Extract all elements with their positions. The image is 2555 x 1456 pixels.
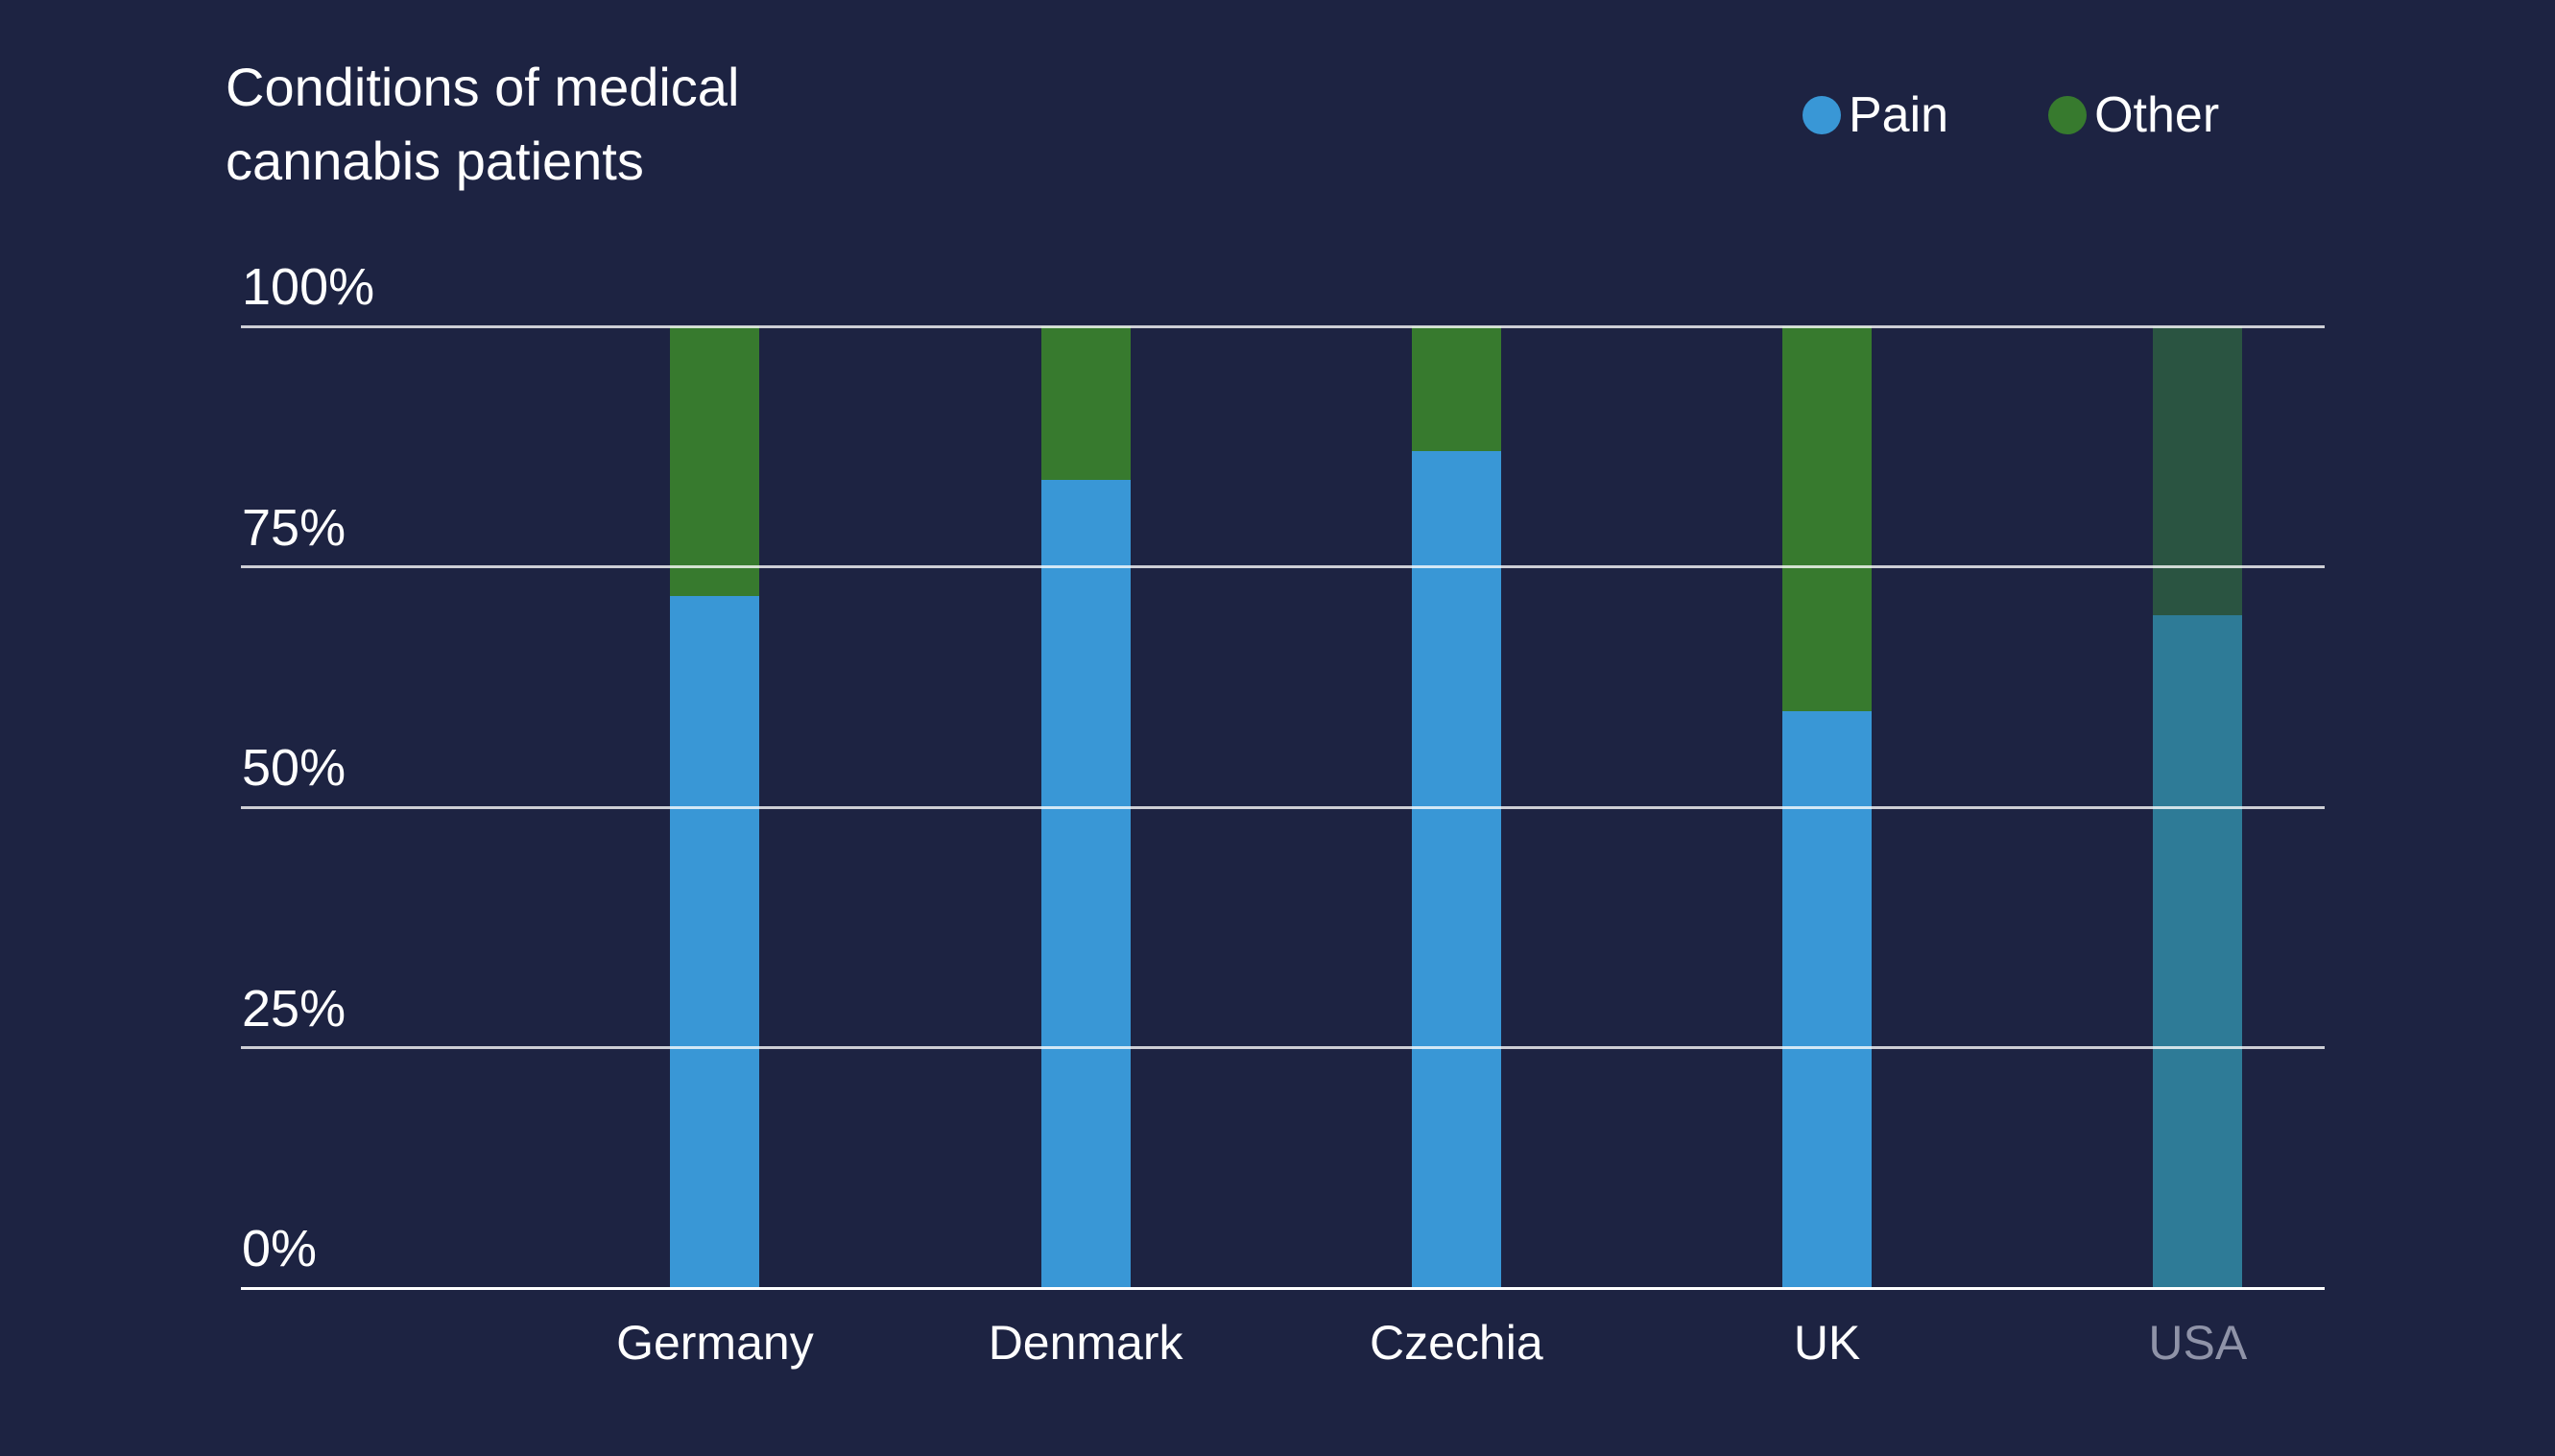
y-tick-label-75: 75% [242,498,346,557]
bar-czechia [1411,326,1501,1288]
x-label-uk: UK [1793,1316,1861,1370]
legend-swatch-pain-icon [1803,96,1841,134]
gridline-50 [241,805,2325,809]
x-label-denmark: Denmark [988,1316,1183,1370]
bar-segment-pain-germany[interactable] [670,595,760,1288]
legend: Pain Other [1803,86,2219,144]
legend-item-pain[interactable]: Pain [1803,86,1948,144]
bar-segment-other-uk[interactable] [1782,326,1873,711]
gridline-0 [241,1286,2325,1290]
bar-segment-other-germany[interactable] [670,326,760,596]
legend-swatch-other-icon [2048,96,2088,134]
bar-denmark [1040,326,1131,1288]
bar-segment-other-usa[interactable] [2153,326,2243,615]
x-axis-labels: Germany Denmark Czechia UK USA [241,1315,2325,1392]
gridline-75 [241,565,2325,568]
y-tick-label-100: 100% [242,258,375,316]
plot-area: 100% 75% 50% 25% 0% [241,258,2325,1290]
x-label-usa: USA [2148,1316,2248,1370]
legend-label-other: Other [2094,87,2220,143]
gridline-25 [241,1046,2325,1049]
chart-title-line-2: cannabis patients [226,131,644,192]
x-label-germany: Germany [616,1316,814,1370]
gridline-100 [241,324,2325,328]
y-tick-label-25: 25% [242,979,346,1038]
y-tick-label-0: 0% [242,1220,318,1277]
bar-segment-other-czechia[interactable] [1411,326,1501,452]
chart-title-line-1: Conditions of medical [226,57,740,117]
legend-label-pain: Pain [1849,87,1949,143]
x-label-czechia: Czechia [1370,1316,1543,1370]
legend-item-other[interactable]: Other [2048,86,2219,144]
bar-segment-pain-denmark[interactable] [1040,480,1131,1288]
bar-segment-other-denmark[interactable] [1040,326,1131,481]
bar-germany [670,326,760,1288]
chart-title: Conditions of medical cannabis patients [226,50,739,199]
bar-segment-pain-usa[interactable] [2153,614,2243,1288]
bar-segment-pain-uk[interactable] [1782,710,1873,1288]
bar-segment-pain-czechia[interactable] [1411,451,1501,1288]
y-tick-label-50: 50% [242,739,346,797]
